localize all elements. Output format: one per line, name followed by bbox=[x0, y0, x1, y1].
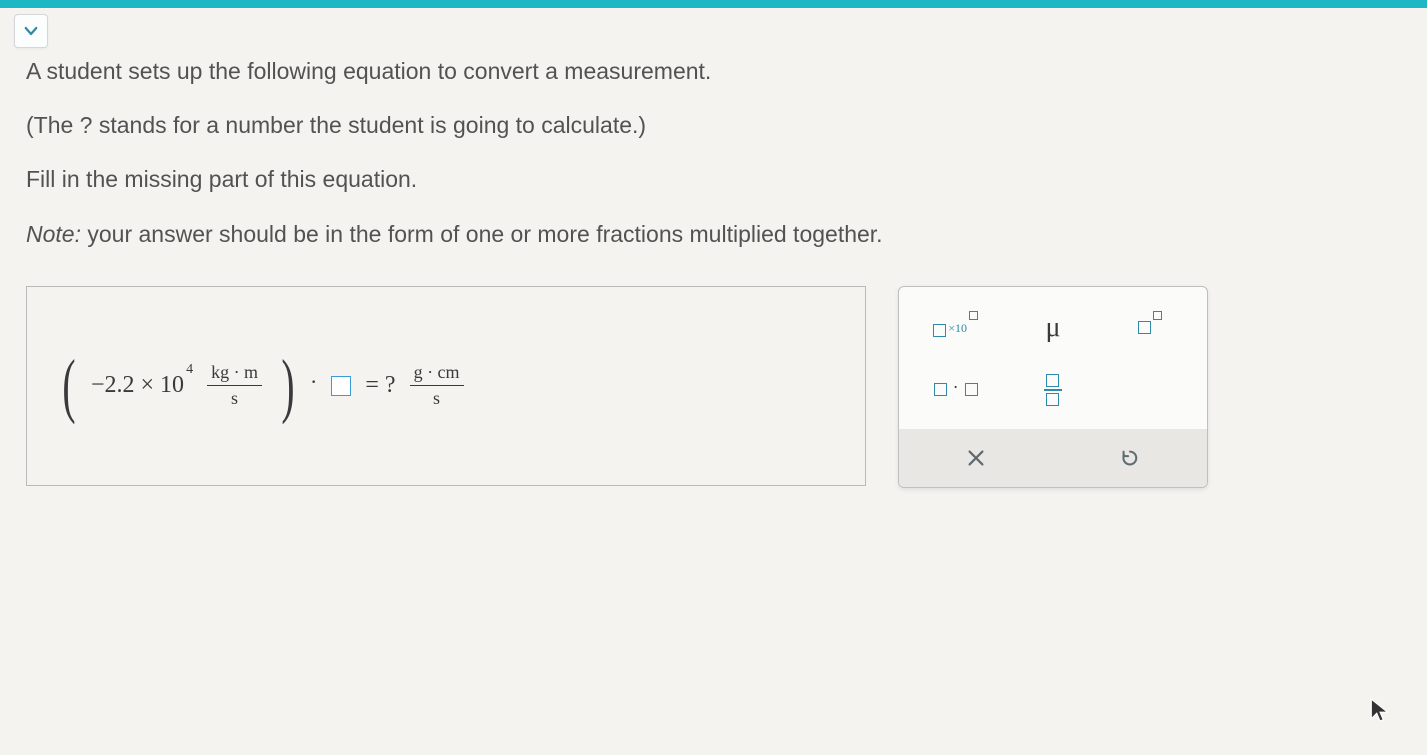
placeholder-box-icon bbox=[965, 383, 978, 396]
mu-label: μ bbox=[1045, 312, 1060, 344]
coefficient-exponent: 4 bbox=[186, 362, 193, 378]
answer-slot[interactable] bbox=[331, 376, 351, 396]
question-content: A student sets up the following equation… bbox=[26, 55, 1401, 488]
prompt-line-1: A student sets up the following equation… bbox=[26, 55, 1401, 87]
palette-grid: ×10 μ · bbox=[909, 299, 1197, 419]
placeholder-box-icon bbox=[1046, 393, 1059, 406]
placeholder-box-icon bbox=[1153, 311, 1162, 320]
placeholder-box-icon bbox=[933, 324, 946, 337]
placeholder-box-icon bbox=[1046, 374, 1059, 387]
dot-label: · bbox=[953, 377, 959, 398]
coefficient-base: −2.2 × 10 bbox=[91, 372, 184, 399]
right-unit-fraction: g · cm s bbox=[410, 362, 464, 409]
palette-actions bbox=[899, 429, 1207, 487]
prompt-line-2: (The ? stands for a number the student i… bbox=[26, 109, 1401, 141]
multiply-dot-button[interactable]: · bbox=[912, 364, 1000, 416]
note-body: your answer should be in the form of one… bbox=[81, 221, 883, 247]
collapse-toggle-button[interactable] bbox=[14, 14, 48, 48]
right-paren: ) bbox=[281, 357, 294, 415]
placeholder-box-icon bbox=[934, 383, 947, 396]
work-row: ( −2.2 × 10 4 kg · m s ) · = ? g · cm s bbox=[26, 286, 1401, 488]
undo-button[interactable] bbox=[1053, 429, 1207, 487]
left-paren: ( bbox=[62, 357, 75, 415]
equation: ( −2.2 × 10 4 kg · m s ) · = ? g · cm s bbox=[57, 357, 468, 415]
chevron-down-icon bbox=[22, 22, 40, 40]
cursor-icon bbox=[1369, 697, 1391, 723]
placeholder-box-icon bbox=[969, 311, 978, 320]
multiply-dot: · bbox=[310, 369, 317, 395]
clear-button[interactable] bbox=[899, 429, 1053, 487]
x-icon bbox=[965, 447, 987, 469]
equals-text: = ? bbox=[365, 372, 395, 399]
note-label: Note: bbox=[26, 221, 81, 247]
equation-box: ( −2.2 × 10 4 kg · m s ) · = ? g · cm s bbox=[26, 286, 866, 486]
app-top-bar bbox=[0, 0, 1427, 8]
undo-icon bbox=[1119, 447, 1141, 469]
symbol-palette: ×10 μ · bbox=[898, 286, 1208, 488]
left-frac-num: kg · m bbox=[207, 362, 262, 385]
coefficient: −2.2 × 10 4 bbox=[91, 372, 193, 399]
fraction-bar-icon bbox=[1044, 389, 1062, 391]
right-frac-num: g · cm bbox=[410, 362, 464, 385]
x10-label: ×10 bbox=[948, 321, 967, 336]
superscript-button[interactable] bbox=[1106, 302, 1194, 354]
left-frac-den: s bbox=[227, 386, 242, 409]
prompt-note: Note: your answer should be in the form … bbox=[26, 218, 1401, 250]
right-frac-den: s bbox=[429, 386, 444, 409]
mu-button[interactable]: μ bbox=[1009, 302, 1097, 354]
scientific-notation-button[interactable]: ×10 bbox=[912, 302, 1000, 354]
prompt-line-3: Fill in the missing part of this equatio… bbox=[26, 163, 1401, 195]
placeholder-box-icon bbox=[1138, 321, 1151, 334]
fraction-button[interactable] bbox=[1009, 364, 1097, 416]
left-unit-fraction: kg · m s bbox=[207, 362, 262, 409]
